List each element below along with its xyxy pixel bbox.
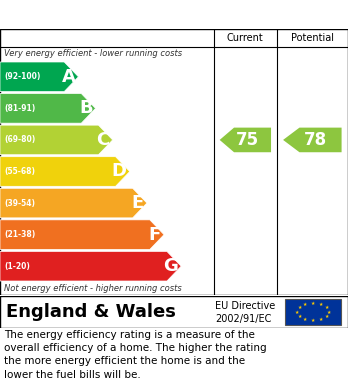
Text: The energy efficiency rating is a measure of the
overall efficiency of a home. T: The energy efficiency rating is a measur… <box>4 330 267 380</box>
Text: ★: ★ <box>295 310 300 314</box>
Text: Very energy efficient - lower running costs: Very energy efficient - lower running co… <box>4 50 182 59</box>
Text: Energy Efficiency Rating: Energy Efficiency Rating <box>9 7 219 22</box>
Text: 78: 78 <box>304 131 327 149</box>
Text: (39-54): (39-54) <box>4 199 35 208</box>
Polygon shape <box>0 62 78 91</box>
Text: (81-91): (81-91) <box>4 104 35 113</box>
Text: ★: ★ <box>297 305 302 310</box>
Text: ★: ★ <box>311 301 315 306</box>
Text: ★: ★ <box>303 317 307 322</box>
Text: (1-20): (1-20) <box>4 262 30 271</box>
Text: ★: ★ <box>319 302 323 307</box>
Polygon shape <box>0 220 164 249</box>
Text: (92-100): (92-100) <box>4 72 40 81</box>
Text: F: F <box>149 226 161 244</box>
Text: Current: Current <box>227 33 264 43</box>
Text: D: D <box>112 163 127 181</box>
Text: 75: 75 <box>236 131 260 149</box>
Text: C: C <box>96 131 110 149</box>
Polygon shape <box>283 127 342 152</box>
Text: B: B <box>79 99 93 117</box>
Polygon shape <box>0 93 96 123</box>
Text: ★: ★ <box>303 302 307 307</box>
Text: A: A <box>62 68 76 86</box>
Text: Potential: Potential <box>291 33 334 43</box>
Text: ★: ★ <box>319 317 323 322</box>
Text: England & Wales: England & Wales <box>6 303 176 321</box>
Polygon shape <box>220 127 271 152</box>
Text: E: E <box>132 194 144 212</box>
Polygon shape <box>0 125 113 155</box>
Text: 2002/91/EC: 2002/91/EC <box>215 314 271 324</box>
Text: ★: ★ <box>297 314 302 319</box>
Text: ★: ★ <box>311 318 315 323</box>
Text: EU Directive: EU Directive <box>215 301 275 311</box>
Bar <box>285 299 341 325</box>
Polygon shape <box>0 188 147 218</box>
Text: G: G <box>163 257 178 275</box>
Text: (21-38): (21-38) <box>4 230 35 239</box>
Text: Not energy efficient - higher running costs: Not energy efficient - higher running co… <box>4 284 182 293</box>
Polygon shape <box>0 157 130 186</box>
Text: (55-68): (55-68) <box>4 167 35 176</box>
Text: ★: ★ <box>324 314 329 319</box>
Text: ★: ★ <box>326 310 331 314</box>
Text: (69-80): (69-80) <box>4 135 35 144</box>
Text: ★: ★ <box>324 305 329 310</box>
Polygon shape <box>0 251 181 281</box>
